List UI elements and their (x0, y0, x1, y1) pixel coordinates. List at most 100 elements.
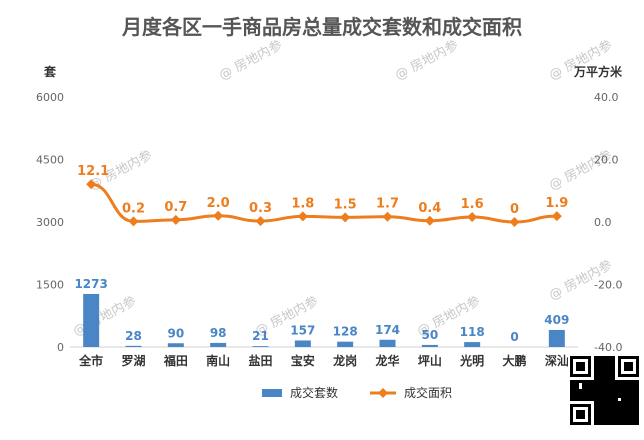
qr-module (582, 392, 585, 395)
qr-module (627, 401, 630, 404)
qr-module (627, 419, 630, 422)
qr-module (630, 410, 633, 413)
qr-module (609, 407, 612, 410)
qr-module (606, 407, 609, 410)
qr-module (612, 407, 615, 410)
qr-module (573, 383, 576, 386)
qr-module (600, 365, 603, 368)
qr-module (606, 404, 609, 407)
qr-module (603, 380, 606, 383)
qr-module (588, 392, 591, 395)
qr-module (624, 410, 627, 413)
qr-module (600, 383, 603, 386)
qr-module (609, 404, 612, 407)
qr-module (597, 365, 600, 368)
qr-module (594, 389, 597, 392)
qr-module (636, 413, 639, 416)
qr-module (594, 422, 597, 425)
qr-module (633, 386, 636, 389)
qr-module (585, 383, 588, 386)
qr-module (618, 383, 621, 386)
qr-module (603, 383, 606, 386)
qr-module (633, 413, 636, 416)
qr-module (591, 380, 594, 383)
qr-module (630, 398, 633, 401)
qr-module (612, 416, 615, 419)
qr-module (600, 368, 603, 371)
qr-module (627, 389, 630, 392)
qr-module (630, 407, 633, 410)
qr-module (636, 386, 639, 389)
qr-module (627, 383, 630, 386)
qr-module (603, 398, 606, 401)
qr-module (606, 413, 609, 416)
qr-module (594, 401, 597, 404)
qr-module (594, 392, 597, 395)
qr-module (609, 389, 612, 392)
qr-module (609, 395, 612, 398)
qr-module (594, 395, 597, 398)
qr-module (630, 386, 633, 389)
qr-module (612, 386, 615, 389)
qr-module (615, 398, 618, 401)
qr-module (579, 395, 582, 398)
bar-value-label: 28 (125, 329, 142, 343)
qr-module (597, 362, 600, 365)
qr-module (627, 407, 630, 410)
qr-module (636, 410, 639, 413)
qr-module (606, 383, 609, 386)
line-value-label: 0.4 (418, 201, 441, 216)
qr-module (600, 398, 603, 401)
qr-module (597, 410, 600, 413)
qr-module (600, 395, 603, 398)
qr-module (615, 410, 618, 413)
right-tick-label: 40.0 (594, 91, 619, 104)
category-label: 光明 (459, 353, 484, 368)
qr-module (585, 395, 588, 398)
bar-value-label: 409 (544, 313, 569, 327)
qr-module (582, 386, 585, 389)
qr-module (573, 398, 576, 401)
qr-module (609, 362, 612, 365)
bar (548, 329, 565, 347)
qr-module (600, 356, 603, 359)
qr-module (582, 398, 585, 401)
qr-module (624, 404, 627, 407)
qr-module (582, 395, 585, 398)
qr-module (612, 374, 615, 377)
legend-swatch-marker (378, 388, 388, 398)
qr-module (624, 413, 627, 416)
qr-module (627, 392, 630, 395)
bar-value-label: 0 (510, 330, 518, 344)
qr-module (624, 392, 627, 395)
qr-module (588, 383, 591, 386)
qr-module (597, 374, 600, 377)
bar (252, 346, 269, 347)
qr-module (606, 419, 609, 422)
qr-module (612, 380, 615, 383)
qr-module (600, 389, 603, 392)
qr-module (576, 398, 579, 401)
qr-module (588, 386, 591, 389)
qr-module (588, 380, 591, 383)
qr-module (624, 407, 627, 410)
qr-module (606, 398, 609, 401)
qr-module (636, 395, 639, 398)
qr-module (636, 416, 639, 419)
qr-module (621, 380, 624, 383)
line-point (424, 215, 435, 226)
qr-module (636, 383, 639, 386)
bar (379, 339, 396, 347)
qr-module (612, 392, 615, 395)
qr-module (624, 389, 627, 392)
watermark-text: @ 房地内参 (392, 37, 461, 84)
qr-module (609, 419, 612, 422)
bar-value-label: 174 (375, 323, 400, 337)
qr-module (612, 362, 615, 365)
line-point (340, 212, 351, 223)
line-series: 12.1 0.2 0.7 2.0 0.3 1.8 1.5 1.7 0.4 1.6 0 1.9 (77, 164, 568, 227)
qr-module (615, 389, 618, 392)
left-tick-label: 0 (57, 341, 64, 354)
qr-module (591, 392, 594, 395)
